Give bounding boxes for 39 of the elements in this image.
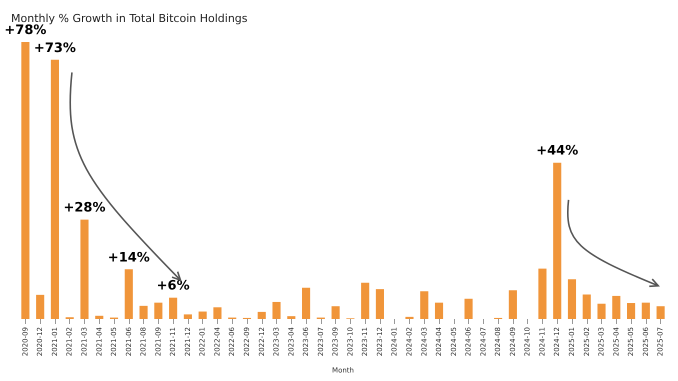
bar bbox=[553, 162, 562, 319]
data-label: +14% bbox=[108, 250, 150, 266]
bar bbox=[302, 288, 310, 319]
bar bbox=[272, 302, 281, 319]
bar bbox=[50, 60, 59, 319]
bar bbox=[508, 290, 517, 319]
chart-title: Monthly % Growth in Total Bitcoin Holdings bbox=[11, 12, 248, 25]
data-label: +6% bbox=[156, 278, 190, 294]
bar bbox=[258, 312, 266, 319]
bar bbox=[36, 294, 44, 319]
bar bbox=[568, 279, 576, 319]
bar bbox=[154, 302, 162, 319]
bar bbox=[287, 316, 296, 319]
bar bbox=[538, 268, 546, 319]
bar bbox=[140, 306, 148, 319]
bar bbox=[627, 303, 636, 319]
bar bbox=[597, 304, 606, 319]
data-label: +44% bbox=[536, 144, 578, 159]
data-label: +28% bbox=[63, 200, 106, 216]
bar bbox=[198, 312, 207, 319]
bar bbox=[332, 306, 340, 319]
bar bbox=[420, 291, 428, 319]
bar bbox=[376, 289, 384, 319]
bar bbox=[169, 298, 178, 319]
data-label: +73% bbox=[34, 40, 76, 56]
bar bbox=[21, 42, 30, 319]
bar bbox=[582, 294, 591, 319]
bar bbox=[124, 269, 133, 319]
bar bbox=[184, 314, 192, 319]
bar bbox=[642, 302, 650, 319]
bar bbox=[80, 220, 89, 319]
data-label: +78% bbox=[4, 23, 46, 38]
bar bbox=[612, 296, 620, 319]
bar bbox=[464, 298, 473, 319]
bar bbox=[213, 307, 222, 319]
bar bbox=[656, 306, 665, 319]
bar bbox=[434, 302, 444, 319]
bar bbox=[361, 282, 370, 319]
bar bbox=[95, 316, 104, 319]
